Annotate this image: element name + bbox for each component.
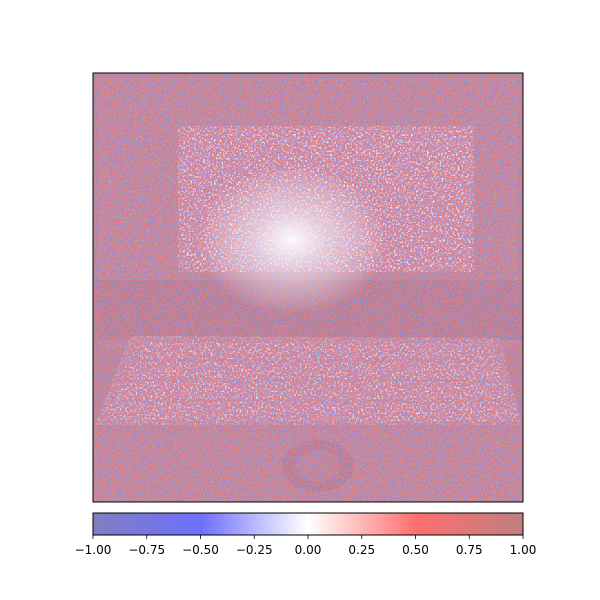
colorbar-tick-label: −1.00 [75, 543, 112, 557]
colorbar-tick-label: 0.75 [456, 543, 483, 557]
colorbar-tick-label: −0.25 [236, 543, 273, 557]
colorbar-ticks: −1.00 −0.75 −0.50 −0.25 0.00 0.25 0.50 0.75 1.00 [75, 535, 537, 557]
colorbar-tick-label: 0.00 [295, 543, 322, 557]
colorbar-tick-label: 1.00 [510, 543, 537, 557]
colorbar-tick-label: −0.75 [128, 543, 165, 557]
heatmap-image [93, 73, 523, 502]
colorbar-tick-label: 0.25 [348, 543, 375, 557]
heatmap-frame [92, 72, 524, 503]
colorbar-tick-label: 0.50 [402, 543, 429, 557]
colorbar-gradient [93, 513, 523, 535]
colorbar-tick-label: −0.50 [182, 543, 219, 557]
colorbar: −1.00 −0.75 −0.50 −0.25 0.00 0.25 0.50 0.75 1.00 [75, 512, 537, 557]
